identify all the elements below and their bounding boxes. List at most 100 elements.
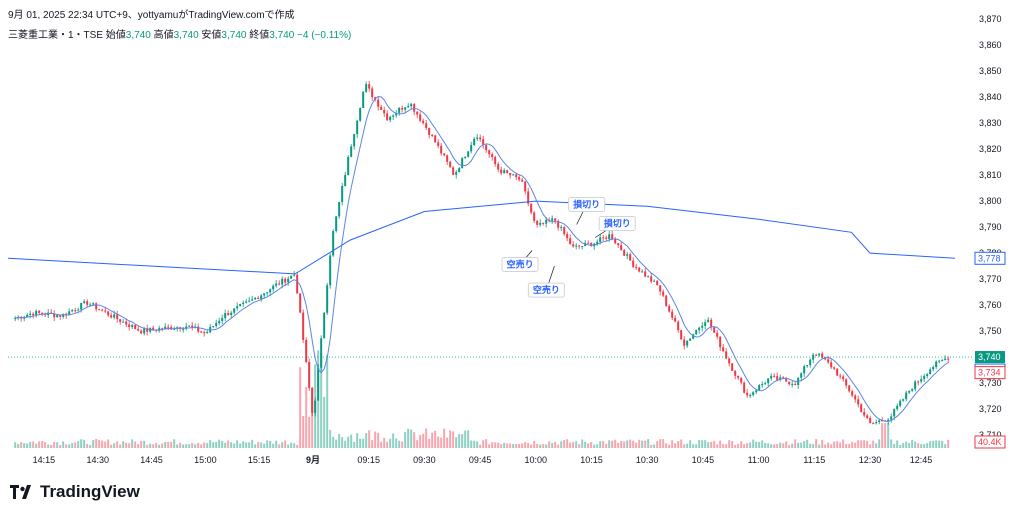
- candle-body: [632, 260, 635, 267]
- candle-body: [818, 353, 821, 356]
- candle-body: [356, 120, 359, 135]
- volume-bar: [755, 441, 758, 448]
- volume-bar: [578, 444, 581, 448]
- volume-bar: [749, 442, 752, 448]
- candle-body: [80, 302, 83, 310]
- annotation-box: [598, 215, 636, 231]
- candle-body: [713, 327, 716, 333]
- candle-body: [287, 278, 290, 283]
- volume-bar: [203, 442, 206, 448]
- candle-body: [26, 314, 29, 317]
- open-label: 始値: [105, 30, 126, 41]
- y-tick-label: 3,840: [979, 92, 1002, 102]
- candle-body: [707, 319, 710, 323]
- candle-body: [869, 418, 872, 424]
- volume-bar: [461, 434, 464, 448]
- tradingview-logo[interactable]: TradingView: [10, 482, 140, 502]
- candle-body: [866, 415, 869, 419]
- symbol-name[interactable]: 三菱重工業・1・TSE: [8, 30, 104, 41]
- volume-bar: [659, 439, 662, 448]
- volume-bar: [650, 444, 653, 448]
- volume-bar: [278, 444, 281, 448]
- candle-body: [590, 243, 593, 247]
- candle-body: [233, 308, 236, 313]
- candle-body: [569, 238, 572, 245]
- candle-body: [410, 104, 413, 107]
- candle-body: [119, 319, 122, 322]
- candle-body: [728, 358, 731, 364]
- volume-bar: [371, 440, 374, 448]
- volume-bar: [929, 441, 932, 448]
- volume-bar: [410, 429, 413, 448]
- candle-body: [53, 313, 56, 318]
- volume-bar: [542, 444, 545, 448]
- volume-bar: [887, 423, 890, 448]
- volume-bar: [458, 434, 461, 448]
- candle-body: [704, 322, 707, 326]
- candle-body: [626, 254, 629, 256]
- volume-bar: [494, 442, 497, 448]
- candle-body: [917, 381, 920, 383]
- candle-body: [116, 314, 119, 320]
- volume-bar: [476, 441, 479, 448]
- volume-bar: [428, 438, 431, 448]
- volume-bar: [674, 443, 677, 448]
- volume-bar: [782, 443, 785, 448]
- candle-body: [224, 313, 227, 319]
- candle-body: [74, 310, 77, 312]
- volume-bar: [98, 439, 101, 448]
- candle-body: [41, 312, 44, 315]
- volume-bar: [233, 443, 236, 448]
- candle-body: [125, 321, 128, 325]
- candle-body: [491, 154, 494, 158]
- volume-bar: [545, 444, 548, 448]
- candle-body: [848, 385, 851, 392]
- volume-bar: [905, 441, 908, 448]
- candle-body: [509, 172, 512, 176]
- volume-bar: [614, 439, 617, 448]
- volume-bar: [599, 441, 602, 448]
- volume-bar: [848, 443, 851, 448]
- volume-bar: [608, 440, 611, 448]
- volume-bar: [569, 442, 572, 448]
- y-tick-label: 3,750: [979, 326, 1002, 336]
- candle-body: [344, 174, 347, 187]
- volume-bar: [809, 443, 812, 448]
- candle-body: [701, 325, 704, 328]
- volume-bar: [212, 442, 215, 448]
- volume-bar: [572, 441, 575, 448]
- volume-bar: [761, 440, 764, 448]
- volume-bar: [680, 439, 683, 448]
- candle-body: [911, 389, 914, 391]
- candle-body: [629, 254, 632, 261]
- candle-body: [806, 365, 809, 367]
- candle-body: [173, 328, 176, 330]
- volume-bar: [911, 439, 914, 448]
- candle-body: [353, 134, 356, 147]
- candle-body: [620, 245, 623, 251]
- volume-bar: [323, 396, 326, 448]
- candle-body: [137, 329, 140, 331]
- volume-bar: [245, 442, 248, 448]
- volume-bar: [338, 433, 341, 448]
- candle-body: [944, 358, 947, 361]
- candle-body: [239, 304, 242, 307]
- volume-bar: [521, 443, 524, 448]
- candle-body: [575, 245, 578, 247]
- volume-bar: [65, 444, 68, 448]
- volume-bar: [812, 444, 815, 448]
- candle-body: [863, 411, 866, 416]
- candle-body: [290, 275, 293, 279]
- volume-bar: [395, 438, 398, 448]
- volume-bar: [116, 441, 119, 448]
- volume-bar: [596, 444, 599, 448]
- volume-bar: [188, 444, 191, 448]
- volume-bar: [77, 440, 80, 448]
- volume-bar: [437, 436, 440, 448]
- candle-body: [392, 115, 395, 117]
- volume-bar: [818, 444, 821, 448]
- volume-bar: [248, 442, 251, 448]
- candle-body: [659, 285, 662, 292]
- volume-bar: [227, 440, 230, 448]
